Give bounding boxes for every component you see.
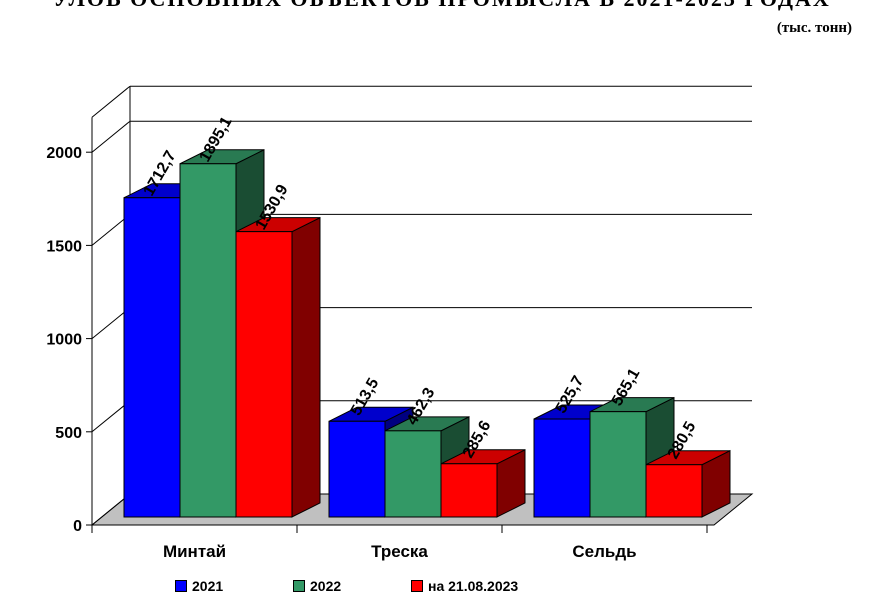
bar [440, 463, 498, 518]
legend-item: 2021 [175, 578, 293, 594]
category-label: Сельдь [572, 542, 636, 561]
chart-title: УЛОВ ОСНОВНЫХ ОБЪЕКТОВ ПРОМЫСЛА В 2021-2… [0, 0, 884, 12]
legend-swatch [175, 580, 187, 592]
legend-swatch [293, 580, 305, 592]
side-gridline [91, 120, 131, 153]
y-tick-label: 1500 [46, 238, 82, 255]
bar [123, 197, 181, 518]
side-wall-top [91, 85, 131, 118]
y-tick-label: 2000 [46, 145, 82, 162]
bar [384, 430, 442, 518]
category-label: Треска [371, 542, 428, 561]
legend-label: 2021 [192, 578, 224, 594]
y-tick-label: 0 [73, 518, 82, 535]
y-tick-label: 500 [55, 425, 82, 442]
bar [645, 464, 703, 518]
legend-swatch [411, 580, 423, 592]
bar [533, 418, 591, 518]
bar [328, 420, 386, 518]
bar [235, 231, 293, 518]
legend: 2021 2022 на 21.08.2023 [175, 578, 518, 594]
y-tick-label: 1000 [46, 332, 82, 349]
legend-label: 2022 [310, 578, 342, 594]
legend-item: 2022 [293, 578, 411, 594]
bar-side [291, 216, 321, 518]
legend-label: на 21.08.2023 [428, 578, 519, 594]
unit-label: (тыс. тонн) [776, 20, 852, 36]
bar [179, 163, 237, 518]
bar [589, 411, 647, 518]
category-label: Минтай [163, 542, 226, 561]
legend-item: на 21.08.2023 [411, 578, 518, 594]
